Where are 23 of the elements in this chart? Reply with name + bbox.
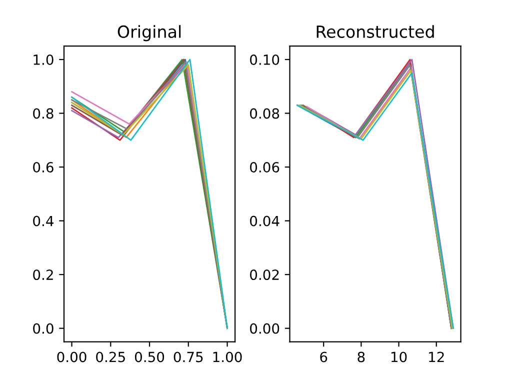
y-tick-label: 1.0	[34, 54, 54, 65]
x-tick-label: 0.50	[134, 352, 164, 362]
x-tick-label: 0.25	[96, 352, 125, 362]
x-tick-label: 0.00	[57, 352, 86, 362]
x-tick-label: 6	[320, 352, 328, 362]
chart-title: Original	[118, 25, 181, 42]
y-tick-label: 0.8	[33, 108, 54, 119]
x-tick-label: 12	[429, 352, 444, 362]
x-tick-label: 8	[358, 352, 365, 362]
y-tick-label: 0.10	[250, 54, 280, 65]
chart-title: Reconstructed	[316, 25, 434, 38]
x-tick-label: 0.75	[174, 352, 203, 362]
y-tick-label: 0.08	[250, 108, 280, 119]
x-tick-label: 1.00	[213, 352, 242, 362]
y-tick-label: 0.0	[33, 323, 54, 334]
y-tick-label: 0.2	[33, 270, 53, 280]
y-tick-label: 0.6	[33, 162, 54, 173]
y-tick-label: 0.06	[250, 162, 280, 173]
y-tick-label: 0.04	[250, 216, 280, 226]
y-tick-label: 0.00	[250, 323, 280, 334]
y-tick-label: 0.02	[250, 270, 279, 280]
y-tick-label: 0.4	[33, 216, 54, 226]
x-tick-label: 10	[391, 352, 407, 362]
